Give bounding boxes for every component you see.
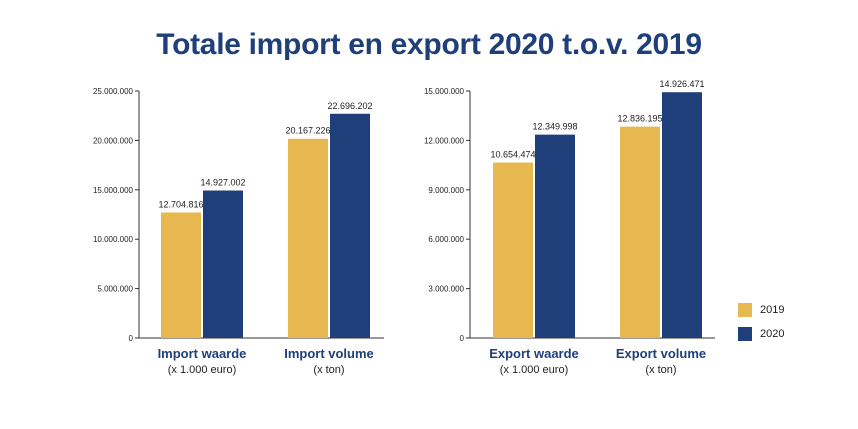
bar-2020-0 — [203, 190, 243, 338]
bar-2020-0 — [535, 134, 575, 338]
chart-title: Totale import en export 2020 t.o.v. 2019 — [156, 28, 702, 61]
y-tick-label: 20.000.000 — [93, 136, 134, 145]
y-tick-label: 9.000.000 — [428, 186, 464, 195]
category-label: Export volume — [616, 346, 706, 361]
bar-2020-1 — [662, 92, 702, 338]
category-label: Import volume — [284, 346, 374, 361]
bar-2019-1 — [620, 126, 660, 339]
data-label: 10.654.474 — [490, 150, 535, 160]
y-tick-label: 15.000.000 — [93, 186, 134, 195]
y-tick-label: 0 — [129, 334, 134, 343]
y-tick-label: 3.000.000 — [428, 285, 464, 294]
y-tick-label: 25.000.000 — [93, 87, 134, 96]
legend-label-2019: 2019 — [760, 304, 785, 316]
data-label: 14.926.471 — [659, 79, 704, 89]
y-tick-label: 0 — [460, 334, 465, 343]
y-tick-label: 10.000.000 — [93, 235, 134, 244]
data-label: 12.836.195 — [617, 114, 662, 124]
category-label: Export waarde — [489, 346, 579, 361]
y-tick-label: 15.000.000 — [424, 87, 465, 96]
legend: 2019 2020 — [738, 301, 784, 349]
y-tick-label: 5.000.000 — [97, 285, 133, 294]
category-subtitle: (x ton) — [313, 364, 344, 376]
category-label: Import waarde — [158, 346, 247, 361]
legend-item-2020: 2020 — [738, 325, 784, 343]
category-subtitle: (x 1.000 euro) — [500, 364, 568, 376]
bar-2019-0 — [493, 162, 533, 338]
legend-swatch-2020 — [738, 327, 752, 341]
data-label: 12.704.816 — [158, 199, 203, 209]
data-label: 20.167.226 — [285, 126, 330, 136]
data-label: 22.696.202 — [327, 101, 372, 111]
category-subtitle: (x ton) — [645, 364, 676, 376]
bar-2019-1 — [288, 138, 328, 338]
y-tick-label: 6.000.000 — [428, 235, 464, 244]
y-tick-label: 12.000.000 — [424, 136, 465, 145]
bar-2020-1 — [330, 113, 370, 338]
data-label: 12.349.998 — [532, 122, 577, 132]
category-subtitle: (x 1.000 euro) — [168, 364, 236, 376]
bar-2019-0 — [161, 212, 201, 338]
data-label: 14.927.002 — [200, 178, 245, 188]
legend-item-2019: 2019 — [738, 301, 784, 319]
legend-swatch-2019 — [738, 303, 752, 317]
legend-label-2020: 2020 — [760, 328, 785, 340]
